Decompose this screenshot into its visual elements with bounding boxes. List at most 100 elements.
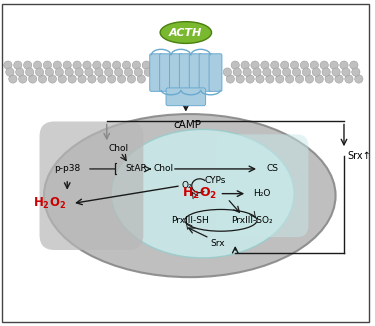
FancyBboxPatch shape (150, 54, 163, 91)
Text: CS: CS (267, 164, 279, 173)
Circle shape (9, 75, 17, 83)
Ellipse shape (111, 129, 294, 258)
Circle shape (345, 75, 353, 83)
Text: p-p38: p-p38 (54, 164, 80, 173)
Circle shape (55, 68, 63, 76)
Circle shape (310, 61, 318, 69)
Circle shape (103, 61, 111, 69)
Circle shape (108, 75, 116, 83)
Circle shape (6, 68, 14, 76)
Circle shape (280, 61, 289, 69)
Circle shape (45, 68, 54, 76)
Circle shape (273, 68, 281, 76)
Circle shape (48, 75, 57, 83)
FancyBboxPatch shape (199, 54, 212, 91)
Circle shape (231, 61, 239, 69)
Circle shape (13, 61, 22, 69)
Circle shape (325, 75, 333, 83)
Text: cAMP: cAMP (174, 120, 202, 129)
Circle shape (19, 75, 27, 83)
FancyBboxPatch shape (216, 134, 308, 237)
Circle shape (137, 75, 146, 83)
Ellipse shape (44, 114, 336, 277)
FancyBboxPatch shape (179, 54, 192, 91)
Text: Srx↑: Srx↑ (347, 151, 371, 161)
Circle shape (65, 68, 74, 76)
FancyBboxPatch shape (209, 54, 222, 91)
Circle shape (28, 75, 37, 83)
Text: $\mathbf{H_2O_2}$: $\mathbf{H_2O_2}$ (182, 186, 217, 201)
Circle shape (332, 68, 340, 76)
Circle shape (142, 61, 150, 69)
Text: PrxIII-SO₂: PrxIII-SO₂ (231, 216, 273, 225)
Circle shape (276, 75, 284, 83)
FancyBboxPatch shape (189, 54, 202, 91)
Circle shape (350, 61, 358, 69)
Circle shape (226, 75, 234, 83)
Circle shape (261, 61, 269, 69)
Circle shape (300, 61, 309, 69)
Circle shape (340, 61, 348, 69)
Circle shape (105, 68, 113, 76)
Circle shape (282, 68, 291, 76)
Circle shape (4, 61, 12, 69)
Circle shape (24, 61, 32, 69)
Text: O₂: O₂ (181, 181, 192, 190)
Circle shape (243, 68, 251, 76)
Text: Chol: Chol (153, 164, 173, 173)
Circle shape (35, 68, 44, 76)
Circle shape (124, 68, 133, 76)
Circle shape (127, 75, 136, 83)
Circle shape (290, 61, 299, 69)
Text: CYPs: CYPs (205, 176, 226, 185)
Circle shape (114, 68, 123, 76)
Circle shape (330, 61, 338, 69)
Circle shape (335, 75, 343, 83)
Circle shape (26, 68, 34, 76)
Circle shape (236, 75, 244, 83)
Circle shape (63, 61, 71, 69)
Text: H₂O: H₂O (253, 189, 270, 198)
Circle shape (58, 75, 66, 83)
FancyBboxPatch shape (39, 122, 143, 250)
Circle shape (292, 68, 301, 76)
Circle shape (322, 68, 330, 76)
Circle shape (312, 68, 321, 76)
Circle shape (16, 68, 24, 76)
Circle shape (144, 68, 152, 76)
Circle shape (83, 61, 91, 69)
FancyBboxPatch shape (160, 54, 172, 91)
Circle shape (112, 61, 121, 69)
Circle shape (78, 75, 86, 83)
Circle shape (53, 61, 62, 69)
Circle shape (266, 75, 274, 83)
Circle shape (263, 68, 271, 76)
Circle shape (73, 61, 81, 69)
Ellipse shape (160, 22, 212, 43)
Circle shape (285, 75, 294, 83)
Circle shape (134, 68, 142, 76)
Circle shape (256, 75, 264, 83)
Circle shape (296, 75, 304, 83)
Circle shape (223, 68, 231, 76)
Circle shape (85, 68, 93, 76)
Circle shape (355, 75, 363, 83)
Circle shape (253, 68, 261, 76)
Circle shape (320, 61, 328, 69)
Circle shape (132, 61, 141, 69)
Circle shape (93, 61, 101, 69)
Circle shape (241, 61, 249, 69)
Circle shape (98, 75, 106, 83)
FancyBboxPatch shape (170, 54, 182, 91)
Circle shape (68, 75, 76, 83)
Circle shape (95, 68, 103, 76)
Circle shape (271, 61, 279, 69)
Text: Chol: Chol (108, 144, 129, 153)
Text: ACTH: ACTH (169, 27, 202, 37)
Circle shape (305, 75, 314, 83)
Circle shape (246, 75, 254, 83)
FancyBboxPatch shape (166, 88, 206, 106)
Circle shape (38, 75, 46, 83)
Circle shape (43, 61, 52, 69)
Circle shape (251, 61, 259, 69)
